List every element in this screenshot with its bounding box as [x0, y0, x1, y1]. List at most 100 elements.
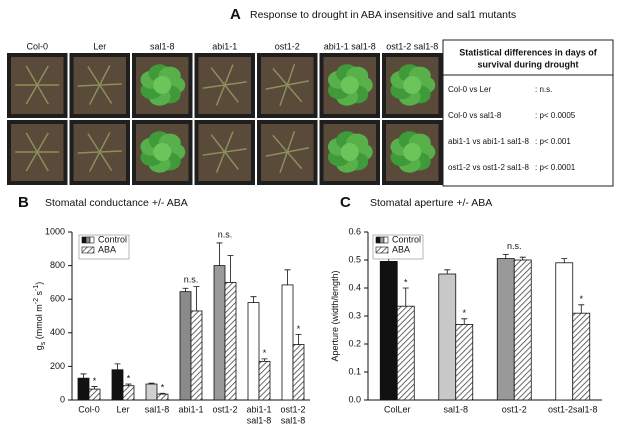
stem — [87, 133, 101, 153]
rosette — [153, 143, 172, 161]
stem — [99, 84, 113, 104]
stem — [286, 84, 303, 103]
stem — [287, 80, 309, 86]
y-label-part: s — [40, 341, 47, 345]
y-label-part: ) — [34, 282, 44, 285]
genotype-label: Col-0 — [26, 41, 48, 51]
plant-photos — [7, 53, 443, 185]
stem — [99, 151, 113, 171]
comparison: abi1-1 vs abi1-1 sal1-8 — [448, 137, 529, 146]
y-axis-label: Aperture (width/length) — [330, 270, 340, 361]
stem — [286, 63, 296, 86]
error-bar — [502, 254, 509, 259]
stem — [265, 84, 288, 90]
chart-title: Stomatal aperture +/- ABA — [370, 197, 492, 209]
rosette — [153, 76, 172, 94]
genotype-label: ost1-2 sal1-8 — [386, 41, 438, 51]
x-tick-label: ost1-2 — [212, 404, 237, 414]
legend-swatch — [383, 236, 389, 244]
stem — [88, 84, 101, 105]
comparison: ost1-2 vs ost1-2 sal1-8 — [448, 163, 529, 172]
error-bar — [444, 269, 451, 274]
y-axis-label: gs (mmol m-2 s-1) — [33, 282, 47, 351]
error-bar — [461, 318, 468, 325]
panel-letter: A — [230, 6, 241, 23]
y-label-part: -1 — [33, 285, 40, 291]
stem — [99, 150, 122, 153]
x-tick-label: abi1-1 — [246, 404, 271, 414]
significance: * — [127, 373, 131, 383]
bar — [513, 259, 532, 401]
legend-swatch — [89, 236, 95, 244]
bar — [179, 291, 192, 401]
error-bar — [261, 358, 268, 362]
error-bar — [193, 286, 200, 311]
bar — [438, 273, 457, 401]
y-label-part: g — [34, 345, 44, 350]
bar — [455, 323, 474, 401]
bar — [379, 260, 398, 401]
significance: * — [161, 383, 165, 393]
y-tick-label: 0.5 — [348, 254, 361, 264]
bar — [213, 265, 226, 401]
error-bar — [250, 296, 257, 303]
stem — [36, 65, 49, 86]
stem — [202, 84, 225, 89]
stem — [25, 132, 38, 153]
stem — [210, 134, 226, 153]
legend-swatch — [85, 236, 91, 244]
y-label-part: -2 — [33, 298, 40, 304]
bar — [555, 262, 574, 401]
rosette — [340, 76, 359, 94]
rosette — [403, 143, 422, 161]
bar — [77, 377, 90, 401]
bar — [224, 281, 237, 401]
x-tick-label: sal1-8 — [247, 415, 272, 425]
stem — [224, 131, 234, 153]
x-tick-label: abi1-1 — [178, 404, 203, 414]
bar — [292, 344, 305, 401]
p-value: : p< 0.0005 — [535, 111, 576, 120]
stem — [286, 130, 296, 153]
y-label-part: (mmol m — [34, 304, 44, 342]
table-header: Statistical differences in days of — [459, 47, 598, 57]
comparison: Col-0 vs sal1-8 — [448, 111, 502, 120]
legend-swatch — [375, 246, 389, 254]
x-tick-label: ost1-2 — [280, 404, 305, 414]
error-bar — [216, 242, 223, 266]
stem — [202, 151, 225, 156]
y-tick-label: 800 — [50, 260, 65, 270]
stem — [279, 84, 288, 107]
y-tick-label: 0.4 — [348, 282, 361, 292]
x-tick-label: sal1-8 — [443, 404, 468, 414]
stem — [77, 84, 100, 87]
stem — [25, 151, 38, 172]
y-tick-label: 0.1 — [348, 366, 361, 376]
genotype-label: Ler — [93, 41, 106, 51]
bar — [156, 393, 169, 401]
x-tick-label: ColLer — [384, 404, 411, 414]
genotype-label: sal1-8 — [150, 41, 175, 51]
stem — [36, 151, 49, 172]
x-tick-label: Ler — [116, 404, 129, 414]
error-bar — [284, 269, 291, 285]
rosette — [403, 76, 422, 94]
stem — [87, 66, 101, 86]
stem — [287, 147, 309, 153]
significance: * — [404, 277, 408, 287]
y-label-part: s — [34, 290, 44, 298]
error-bar — [519, 256, 526, 260]
bar — [145, 383, 158, 401]
panel-letter: C — [340, 194, 351, 211]
genotype-label: ost1-2 — [275, 41, 300, 51]
significance: * — [263, 348, 267, 358]
bar — [88, 388, 101, 401]
stem — [224, 151, 239, 170]
stem — [99, 83, 122, 86]
p-value: : p< 0.0001 — [535, 163, 576, 172]
error-bar — [402, 287, 409, 307]
legend-swatch — [81, 236, 87, 244]
y-tick-label: 0 — [60, 394, 65, 404]
panel-letter: B — [18, 194, 29, 211]
stem — [36, 132, 49, 153]
